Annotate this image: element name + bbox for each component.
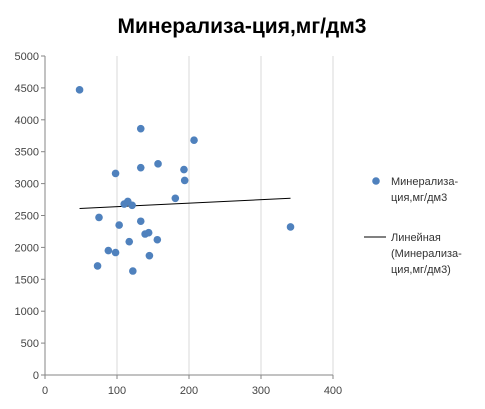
- y-tick-label: 500: [21, 338, 39, 350]
- x-tick-label: 400: [324, 385, 342, 397]
- legend-label-trendline: (Минерализа-: [391, 248, 462, 260]
- legend: Минерализа-ция,мг/дм3 Линейная (Минерализа…: [364, 176, 462, 276]
- y-tick-label: 3500: [15, 147, 39, 159]
- y-tick-label: 0: [33, 370, 39, 382]
- x-tick-label: 100: [108, 385, 126, 397]
- y-tick-label: 2000: [15, 242, 39, 254]
- x-tick-label: 300: [252, 385, 270, 397]
- data-point: [136, 163, 145, 172]
- data-point: [95, 213, 103, 222]
- chart-title: Минерализа-ция,мг/дм3: [118, 15, 367, 38]
- data-point: [180, 176, 189, 185]
- data-point: [128, 201, 136, 210]
- data-point: [145, 251, 154, 260]
- data-point: [171, 194, 180, 203]
- data-point: [125, 237, 134, 246]
- y-tick-label: 4000: [15, 115, 39, 127]
- legend-label-trendline: Линейная: [391, 232, 441, 244]
- data-point: [111, 248, 120, 257]
- y-tick-label: 1000: [15, 306, 39, 318]
- y-tick-label: 1500: [15, 274, 39, 286]
- x-tick-label: 0: [42, 385, 48, 397]
- data-point: [154, 160, 162, 168]
- data-point: [111, 169, 120, 178]
- legend-marker-series: [372, 177, 380, 185]
- data-point: [104, 246, 113, 255]
- y-tick-label: 3000: [15, 179, 39, 191]
- data-point: [190, 136, 198, 145]
- y-tick-label: 2500: [15, 211, 39, 223]
- data-point: [180, 165, 188, 174]
- legend-label-trendline: ция,мг/дм3): [391, 264, 451, 276]
- trendline: [79, 197, 291, 209]
- x-tick-label: 200: [180, 385, 198, 397]
- data-point: [136, 124, 145, 133]
- data-point: [93, 262, 102, 270]
- legend-label-series: Минерализа-: [391, 176, 458, 188]
- data-point: [144, 228, 153, 237]
- y-tick-label: 5000: [15, 51, 39, 63]
- data-point: [286, 223, 295, 231]
- data-point: [153, 235, 162, 244]
- plot-area: 0500100015002000250030003500400045005000…: [15, 51, 343, 397]
- data-point: [115, 221, 123, 229]
- data-point: [75, 86, 84, 94]
- data-point: [129, 267, 137, 275]
- y-tick-label: 4500: [15, 83, 39, 95]
- data-point: [136, 217, 145, 226]
- legend-label-series: ция,мг/дм3: [391, 192, 447, 204]
